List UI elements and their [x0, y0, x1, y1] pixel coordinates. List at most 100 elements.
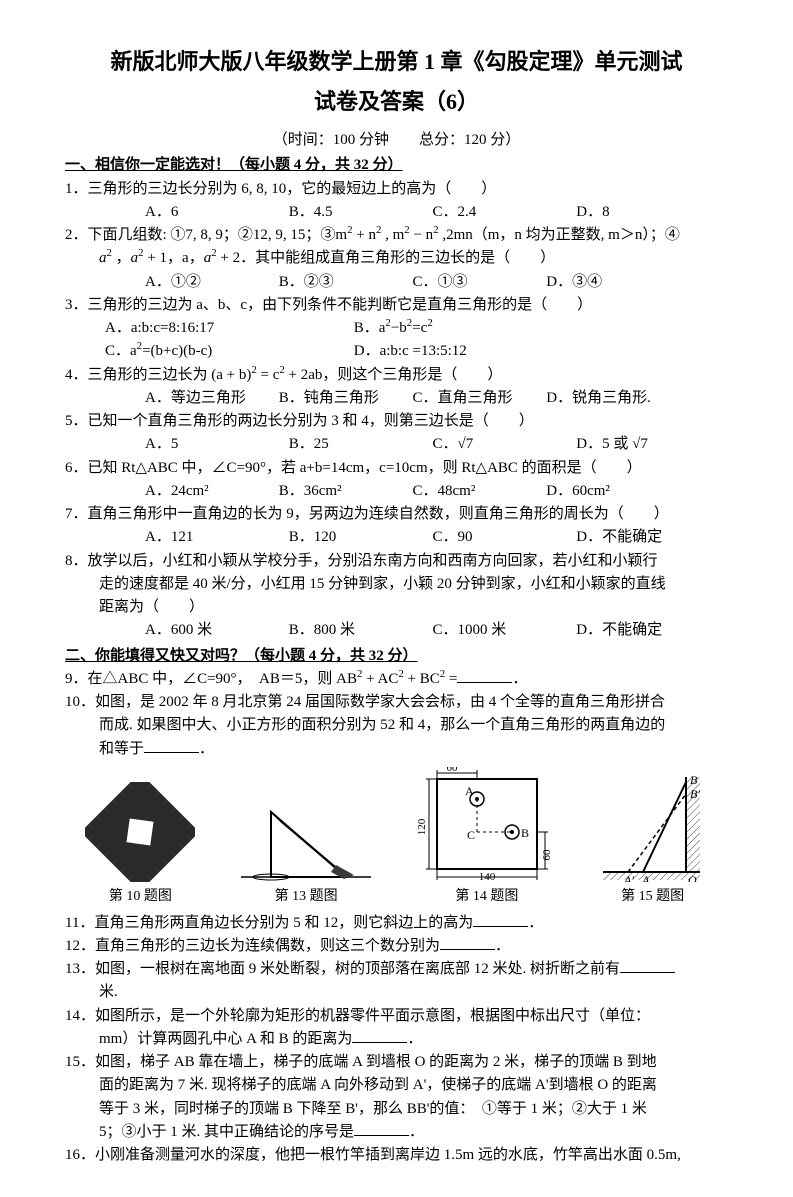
q3-options-row1: A．a:b:c=8:16:17 B．a2−b2=c2 [65, 317, 728, 340]
q10-l2: 而成. 如果图中大、小正方形的面积分别为 52 和 4，那么一个直角三角形的两直… [65, 714, 728, 737]
q8-stem-3: 距离为（ ） [65, 596, 728, 619]
q3-options-row2: C．a2=(b+c)(b-c) D．a:b:c =13:5:12 [65, 340, 728, 363]
question-10: 10．如图，是 2002 年 8 月北京第 24 届国际数学家大会会标，由 4 … [65, 691, 728, 761]
q7-opt-c: C．90 [433, 526, 573, 549]
q2-stem-b: + n [356, 227, 376, 243]
exam-page: 新版北师大版八年级数学上册第 1 章《勾股定理》单元测试 试卷及答案（6） （时… [0, 0, 793, 1197]
q15-l1: 15．如图，梯子 AB 靠在墙上，梯子的底端 A 到墙根 O 的距离为 2 米，… [65, 1051, 728, 1074]
q6-opt-a: A．24cm² [145, 480, 275, 503]
svg-text:B': B' [690, 787, 700, 801]
q15-l2: 面的距离为 7 米. 现将梯子的底端 A 向外移动到 A'，使梯子的底端 A'到… [65, 1074, 728, 1097]
q4-stem: 4．三角形的三边长为 (a + b)2 = c2 + 2ab，则这个三角形是（ … [65, 364, 728, 387]
svg-text:B: B [521, 826, 529, 840]
q7-stem: 7．直角三角形中一直角边的长为 9，另两边为连续自然数，则直角三角形的周长为（ … [65, 503, 728, 526]
svg-text:A: A [641, 873, 650, 882]
q2-stem-c: , m [385, 227, 404, 243]
q5-stem: 5．已知一个直角三角形的两边长分别为 3 和 4，则第三边长是（ ） [65, 410, 728, 433]
q8-stem-2: 走的速度都是 40 米/分，小红用 15 分钟到家，小颖 20 分钟到家，小红和… [65, 573, 728, 596]
q2-l2-d: + 2．其中能组成直角三角形的三边长的是（ ） [220, 250, 555, 266]
fig15-svg: B B' A' A O [598, 772, 708, 882]
q14-blank [352, 1028, 407, 1043]
q14-l2: mm）计算两圆孔中心 A 和 B 的距离为． [65, 1028, 728, 1051]
question-3: 3．三角形的三边为 a、b、c，由下列条件不能判断它是直角三角形的是（ ） A．… [65, 294, 728, 364]
q2-l2-b: ，a [116, 250, 139, 266]
q10-l1: 10．如图，是 2002 年 8 月北京第 24 届国际数学家大会会标，由 4 … [65, 691, 728, 714]
q5-opt-d: D．5 或 √7 [576, 433, 716, 456]
q2-stem-line2: a2 ，a2 + 1，a，a2 + 2．其中能组成直角三角形的三边长的是（ ） [65, 247, 728, 270]
q1-stem: 1．三角形的三边长分别为 6, 8, 10，它的最短边上的高为（ ） [65, 178, 728, 201]
fig14-top-label: 60 [446, 767, 458, 774]
q15-l4: 5；③小于 1 米. 其中正确结论的序号是． [65, 1121, 728, 1144]
question-1: 1．三角形的三边长分别为 6, 8, 10，它的最短边上的高为（ ） A．6 B… [65, 178, 728, 225]
q6-options: A．24cm² B．36cm² C．48cm² D．60cm² [65, 480, 728, 503]
q3-opt-b: B．a2−b2=c2 [354, 317, 599, 340]
svg-text:O: O [688, 873, 697, 882]
fig13-caption: 第 13 题图 [236, 886, 376, 908]
q6-opt-b: B．36cm² [279, 480, 409, 503]
q2-l2-a: a [99, 250, 107, 266]
title-line-1: 新版北师大版八年级数学上册第 1 章《勾股定理》单元测试 [65, 45, 728, 79]
q15-blank [354, 1121, 409, 1136]
q7-opt-a: A．121 [145, 526, 285, 549]
fig10-caption: 第 10 题图 [85, 886, 195, 908]
svg-text:A': A' [623, 873, 634, 882]
q8-opt-d: D．不能确定 [576, 619, 716, 642]
svg-text:C: C [467, 828, 475, 842]
q2-stem-d: − n [413, 227, 433, 243]
q6-opt-c: C．48cm² [413, 480, 543, 503]
svg-text:60: 60 [541, 849, 553, 861]
q3-opt-d: D．a:b:c =13:5:12 [354, 340, 599, 363]
svg-text:A: A [465, 784, 474, 798]
q4-opt-b: B．钝角三角形 [279, 387, 409, 410]
question-12: 12．直角三角形的三边长为连续偶数，则这三个数分别为． [65, 935, 728, 958]
fig15-caption: 第 15 题图 [598, 886, 708, 908]
q4-options: A．等边三角形 B．钝角三角形 C．直角三角形 D．锐角三角形. [65, 387, 728, 410]
q2-l2-c: + 1，a [147, 250, 188, 266]
q3-opt-c: C．a2=(b+c)(b-c) [105, 340, 350, 363]
question-16: 16．小刚准备测量河水的深度，他把一根竹竿插到离岸边 1.5m 远的水底，竹竿高… [65, 1144, 728, 1167]
q8-opt-b: B．800 米 [289, 619, 429, 642]
question-13: 13．如图，一根树在离地面 9 米处断裂，树的顶部落在离底部 12 米处. 树折… [65, 958, 728, 1005]
q11-blank [473, 912, 528, 927]
fig13-svg [236, 787, 376, 882]
q5-opt-a: A．5 [145, 433, 285, 456]
question-8: 8．放学以后，小红和小颖从学校分手，分别沿东南方向和西南方向回家，若小红和小颖行… [65, 550, 728, 643]
q2-options: A．①② B．②③ C．①③ D．③④ [65, 271, 728, 294]
q8-stem-1: 8．放学以后，小红和小颖从学校分手，分别沿东南方向和西南方向回家，若小红和小颖行 [65, 550, 728, 573]
q3-stem: 3．三角形的三边为 a、b、c，由下列条件不能判断它是直角三角形的是（ ） [65, 294, 728, 317]
figure-15: B B' A' A O 第 15 题图 [598, 772, 708, 908]
question-5: 5．已知一个直角三角形的两边长分别为 3 和 4，则第三边长是（ ） A．5 B… [65, 410, 728, 457]
q2-opt-a: A．①② [145, 271, 275, 294]
q7-opt-b: B．120 [289, 526, 429, 549]
section-1-heading: 一、相信你一定能选对！（每小题 4 分，共 32 分） [65, 154, 728, 177]
q1-opt-c: C．2.4 [433, 201, 573, 224]
svg-text:120: 120 [417, 818, 428, 835]
q7-options: A．121 B．120 C．90 D．不能确定 [65, 526, 728, 549]
section-2-heading: 二、你能填得又快又对吗？（每小题 4 分，共 32 分） [65, 645, 728, 668]
figure-14: 60 120 140 60 A [417, 767, 557, 908]
q15-l3: 等于 3 米，同时梯子的顶端 B 下降至 B'，那么 BB'的值： ①等于 1 … [65, 1098, 728, 1121]
q13-blank [620, 959, 675, 974]
question-11: 11．直角三角形两直角边长分别为 5 和 12，则它斜边上的高为． [65, 912, 728, 935]
q4-opt-c: C．直角三角形 [413, 387, 543, 410]
q3-opt-a: A．a:b:c=8:16:17 [105, 317, 350, 340]
fig10-svg [85, 782, 195, 882]
q1-opt-b: B．4.5 [289, 201, 429, 224]
q2-stem: 2．下面几组数: ①7, 8, 9；②12, 9, 15；③m2 + n2 , … [65, 224, 728, 247]
q8-options: A．600 米 B．800 米 C．1000 米 D．不能确定 [65, 619, 728, 642]
q2-stem-e: ,2mn（m，n 均为正整数, m＞n）；④ [442, 227, 680, 243]
q8-opt-a: A．600 米 [145, 619, 285, 642]
q1-options: A．6 B．4.5 C．2.4 D．8 [65, 201, 728, 224]
q5-opt-c: C．√7 [433, 433, 573, 456]
q4-opt-a: A．等边三角形 [145, 387, 275, 410]
question-7: 7．直角三角形中一直角边的长为 9，另两边为连续自然数，则直角三角形的周长为（ … [65, 503, 728, 550]
question-6: 6．已知 Rt△ABC 中，∠C=90°，若 a+b=14cm，c=10cm，则… [65, 457, 728, 504]
question-15: 15．如图，梯子 AB 靠在墙上，梯子的底端 A 到墙根 O 的距离为 2 米，… [65, 1051, 728, 1144]
q14-l1: 14．如图所示，是一个外轮廓为矩形的机器零件平面示意图，根据图中标出尺寸（单位： [65, 1005, 728, 1028]
q10-blank [144, 738, 199, 753]
q4-opt-d: D．锐角三角形. [546, 387, 676, 410]
q1-opt-d: D．8 [576, 201, 716, 224]
question-14: 14．如图所示，是一个外轮廓为矩形的机器零件平面示意图，根据图中标出尺寸（单位：… [65, 1005, 728, 1052]
question-4: 4．三角形的三边长为 (a + b)2 = c2 + 2ab，则这个三角形是（ … [65, 364, 728, 411]
figure-10: 第 10 题图 [85, 782, 195, 908]
